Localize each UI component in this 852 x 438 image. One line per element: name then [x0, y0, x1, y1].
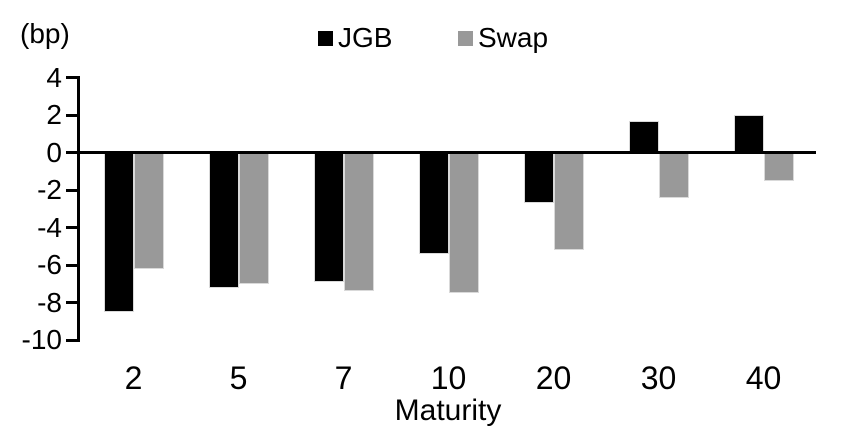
y-axis-tick	[66, 338, 80, 342]
y-axis-tick	[66, 113, 80, 117]
y-tick-label: 0	[46, 136, 62, 168]
y-axis-line	[77, 76, 80, 342]
bar-swap-2	[133, 152, 164, 269]
x-tick-label-7: 7	[334, 360, 353, 396]
y-axis-unit-label: (bp)	[20, 18, 70, 49]
x-tick-label-10: 10	[430, 360, 467, 396]
y-axis-tick	[66, 301, 80, 304]
x-tick-label-40: 40	[745, 360, 782, 396]
y-tick-label: 4	[46, 61, 62, 93]
y-tick-label: -6	[37, 249, 62, 280]
bar-swap-10	[448, 152, 479, 294]
y-tick-label: -2	[37, 174, 62, 205]
x-tick-label-30: 30	[640, 360, 677, 396]
bar-jgb-20	[523, 152, 554, 204]
bar-swap-7	[343, 152, 374, 292]
zero-line	[77, 151, 816, 154]
y-axis-tick	[66, 188, 80, 192]
x-tick-label-5: 5	[229, 360, 248, 396]
legend-label-swap: Swap	[478, 22, 549, 53]
bar-jgb-40	[733, 115, 764, 153]
y-tick-label: -4	[37, 211, 62, 243]
bar-swap-20	[553, 152, 584, 250]
x-axis-title: Maturity	[394, 394, 502, 427]
bar-swap-5	[238, 152, 269, 284]
y-axis-tick	[66, 151, 80, 154]
bar-swap-40	[763, 152, 794, 181]
bar-swap-30	[658, 152, 689, 198]
y-tick-label: -10	[21, 324, 62, 355]
x-tick-label-2: 2	[124, 360, 143, 396]
y-axis-tick	[66, 226, 80, 229]
bar-jgb-2	[103, 152, 134, 312]
y-tick-label: 2	[46, 99, 62, 130]
y-tick-label: -8	[37, 286, 62, 318]
bar-jgb-10	[418, 152, 449, 254]
legend-label-jgb: JGB	[338, 22, 393, 53]
bar-jgb-30	[628, 120, 659, 153]
legend-item-jgb: JGB	[318, 23, 392, 53]
x-tick-label-20: 20	[535, 360, 572, 396]
legend-item-swap: Swap	[458, 23, 548, 53]
y-axis-tick	[66, 76, 80, 79]
y-axis-tick	[66, 263, 80, 267]
legend-swatch-swap-icon	[458, 30, 473, 46]
legend-swatch-jgb-icon	[318, 30, 333, 46]
bar-jgb-5	[208, 152, 239, 288]
bar-jgb-7	[313, 152, 344, 282]
